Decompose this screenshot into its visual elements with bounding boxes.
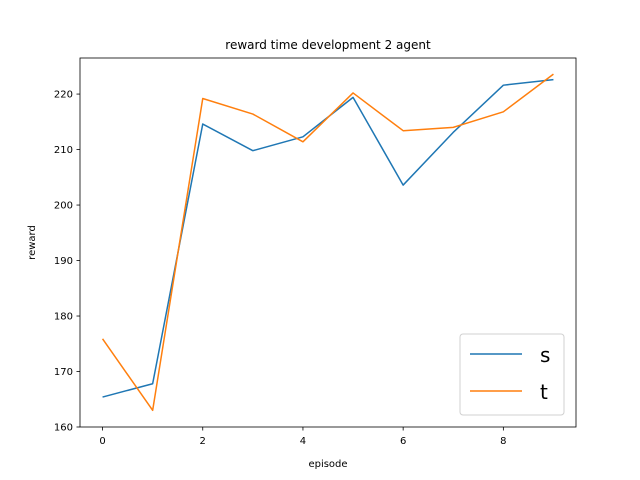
plot-lines (101, 73, 554, 412)
x-axis-ticks: 0 2 4 6 8 (99, 427, 507, 447)
legend-label-s: s (540, 343, 550, 367)
legend-label-t: t (540, 380, 548, 404)
y-axis-label: reward (27, 225, 38, 260)
y-tick-label: 170 (54, 367, 73, 378)
y-tick-label: 190 (54, 256, 73, 267)
x-tick-label: 8 (500, 436, 506, 447)
y-tick-label: 200 (54, 201, 73, 212)
x-tick-label: 4 (300, 436, 306, 447)
legend: s t (459, 333, 565, 416)
axes-frame (79, 57, 577, 428)
x-axis-label: episode (308, 459, 347, 470)
x-tick-label: 2 (200, 436, 206, 447)
x-tick-label: 6 (400, 436, 406, 447)
chart-title: reward time development 2 agent (225, 38, 431, 52)
y-tick-label: 220 (54, 90, 73, 101)
x-tick-label: 0 (99, 436, 105, 447)
y-axis-ticks: 160 170 180 190 200 210 220 (54, 90, 80, 434)
y-tick-label: 180 (54, 312, 73, 323)
y-tick-label: 210 (54, 145, 73, 156)
y-tick-label: 160 (54, 423, 73, 434)
series-line-t (101, 73, 554, 412)
